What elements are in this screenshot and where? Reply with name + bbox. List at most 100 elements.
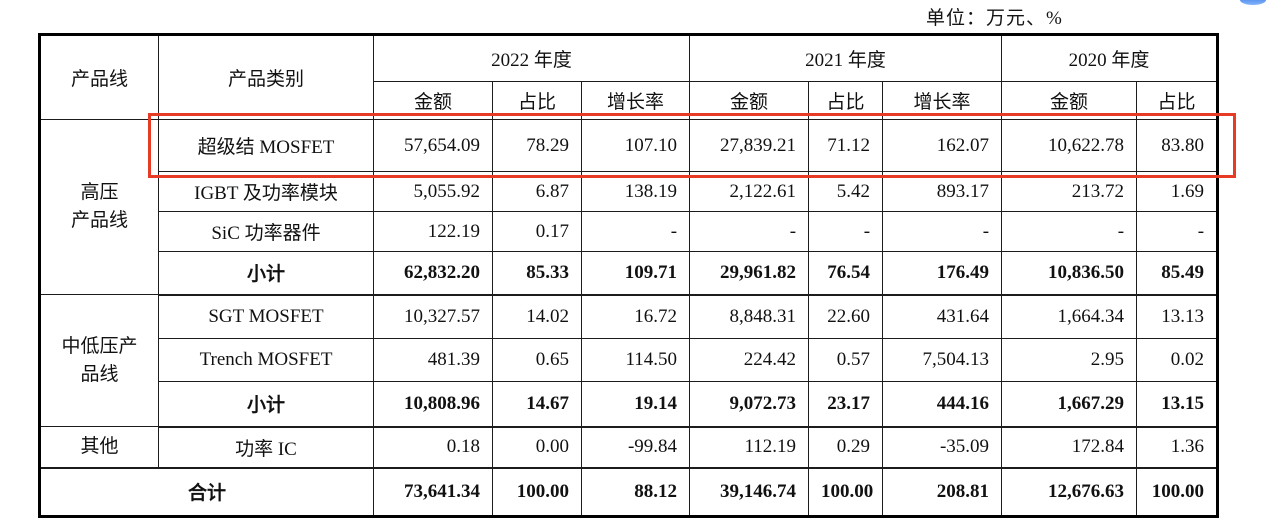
value-cell: 9,072.73: [689, 381, 810, 428]
value-cell: 114.50: [580, 338, 691, 382]
header-growth-2022: 增长率: [580, 81, 691, 120]
value-cell: 1,667.29: [1001, 381, 1138, 428]
value-cell: -35.09: [882, 426, 1003, 468]
value-cell: 122.19: [373, 211, 493, 252]
value-cell: 14.67: [492, 381, 582, 428]
value-cell: -: [689, 211, 810, 252]
value-cell: 0.65: [492, 338, 582, 382]
value-cell: 85.33: [492, 251, 582, 296]
header-year-2021: 2021 年度: [689, 34, 1003, 82]
value-cell: 5.42: [808, 171, 884, 212]
value-cell: 76.54: [808, 251, 884, 296]
header-share-2022: 占比: [492, 81, 582, 120]
value-cell: 19.14: [580, 381, 691, 428]
header-amount-2022: 金额: [373, 81, 493, 120]
value-cell: 71.12: [808, 119, 884, 172]
value-cell: 1,664.34: [1001, 294, 1138, 339]
value-cell: 100.00: [492, 466, 582, 517]
table-row-trench-mosfet: Trench MOSFET 481.39 0.65 114.50 224.42 …: [40, 338, 1219, 382]
value-cell: 138.19: [580, 171, 691, 212]
table-row-grand-total: 合计 73,641.34 100.00 88.12 39,146.74 100.…: [39, 466, 1219, 517]
value-cell: 2,122.61: [689, 171, 810, 212]
value-cell: 2.95: [1001, 338, 1138, 382]
value-cell: 100.00: [1136, 466, 1219, 517]
value-cell: 0.02: [1136, 338, 1219, 382]
header-year-2022: 2022 年度: [372, 34, 691, 82]
category-cell: Trench MOSFET: [158, 338, 374, 382]
header-amount-2020: 金额: [1001, 81, 1138, 120]
category-cell: 超级结 MOSFET: [158, 119, 374, 172]
value-cell: 62,832.20: [373, 251, 493, 296]
blue-dot-artifact: [1240, 0, 1266, 5]
header-amount-2021: 金额: [689, 81, 810, 120]
subtotal-label: 小计: [158, 251, 374, 296]
group-mid-low-voltage: 中低压产 品线: [39, 294, 159, 427]
grand-total-label: 合计: [39, 466, 374, 517]
value-cell: 431.64: [882, 294, 1003, 339]
header-row-years: 产品线 产品类别 2022 年度 2021 年度 2020 年度: [39, 34, 1219, 120]
value-cell: 208.81: [882, 466, 1003, 517]
value-cell: 29,961.82: [689, 251, 810, 296]
value-cell: 16.72: [580, 294, 691, 339]
category-cell: IGBT 及功率模块: [158, 171, 374, 212]
value-cell: 14.02: [492, 294, 582, 339]
value-cell: 10,622.78: [1001, 119, 1138, 172]
header-growth-2021: 增长率: [882, 81, 1003, 120]
value-cell: 27,839.21: [689, 119, 810, 172]
value-cell: 0.57: [808, 338, 884, 382]
value-cell: -: [808, 211, 884, 252]
value-cell: 85.49: [1136, 251, 1219, 296]
value-cell: 10,327.57: [373, 294, 493, 339]
value-cell: 88.12: [580, 466, 691, 517]
value-cell: 444.16: [882, 381, 1003, 428]
value-cell: 172.84: [1001, 426, 1138, 468]
value-cell: 10,808.96: [373, 381, 493, 428]
value-cell: 176.49: [882, 251, 1003, 296]
value-cell: 5,055.92: [373, 171, 493, 212]
table-row-sic: SiC 功率器件 122.19 0.17 - - - - - -: [40, 211, 1219, 252]
value-cell: 112.19: [689, 426, 810, 468]
value-cell: -: [580, 211, 691, 252]
group-high-voltage: 高压 产品线: [39, 119, 159, 295]
value-cell: 73,641.34: [373, 466, 493, 517]
subtotal-label: 小计: [158, 381, 374, 428]
value-cell: 1.69: [1136, 171, 1219, 212]
value-cell: 83.80: [1136, 119, 1219, 172]
value-cell: -: [882, 211, 1003, 252]
header-product-line: 产品线: [39, 34, 159, 120]
category-cell: 功率 IC: [158, 426, 374, 468]
table-row-mlv-subtotal: 小计 10,808.96 14.67 19.14 9,072.73 23.17 …: [40, 381, 1219, 428]
value-cell: 213.72: [1001, 171, 1138, 212]
value-cell: 23.17: [808, 381, 884, 428]
value-cell: 13.15: [1136, 381, 1219, 428]
value-cell: 12,676.63: [1001, 466, 1138, 517]
value-cell: -: [1001, 211, 1138, 252]
header-product-category: 产品类别: [158, 34, 374, 120]
value-cell: 6.87: [492, 171, 582, 212]
value-cell: 0.17: [492, 211, 582, 252]
category-cell: SiC 功率器件: [158, 211, 374, 252]
value-cell: 22.60: [808, 294, 884, 339]
value-cell: 78.29: [492, 119, 582, 172]
value-cell: 109.71: [580, 251, 691, 296]
header-row-metrics: 金额 占比 增长率 金额 占比 增长率 金额 占比: [40, 81, 1219, 120]
value-cell: -99.84: [580, 426, 691, 468]
header-year-2020: 2020 年度: [1001, 34, 1219, 82]
value-cell: 481.39: [373, 338, 493, 382]
value-cell: 39,146.74: [689, 466, 810, 517]
table-row-hv-subtotal: 小计 62,832.20 85.33 109.71 29,961.82 76.5…: [40, 251, 1219, 296]
unit-label: 单位：万元、%: [926, 8, 1063, 29]
value-cell: 10,836.50: [1001, 251, 1138, 296]
table-row-power-ic: 其他 功率 IC 0.18 0.00 -99.84 112.19 0.29 -3…: [39, 426, 1219, 468]
value-cell: 0.18: [373, 426, 493, 468]
value-cell: 7,504.13: [882, 338, 1003, 382]
value-cell: 0.29: [808, 426, 884, 468]
table-row-igbt: IGBT 及功率模块 5,055.92 6.87 138.19 2,122.61…: [40, 171, 1219, 212]
value-cell: -: [1136, 211, 1219, 252]
value-cell: 107.10: [580, 119, 691, 172]
header-share-2020: 占比: [1136, 81, 1219, 120]
value-cell: 0.00: [492, 426, 582, 468]
table-row-sgt-mosfet: 中低压产 品线 SGT MOSFET 10,327.57 14.02 16.72…: [39, 294, 1219, 427]
value-cell: 224.42: [689, 338, 810, 382]
value-cell: 8,848.31: [689, 294, 810, 339]
